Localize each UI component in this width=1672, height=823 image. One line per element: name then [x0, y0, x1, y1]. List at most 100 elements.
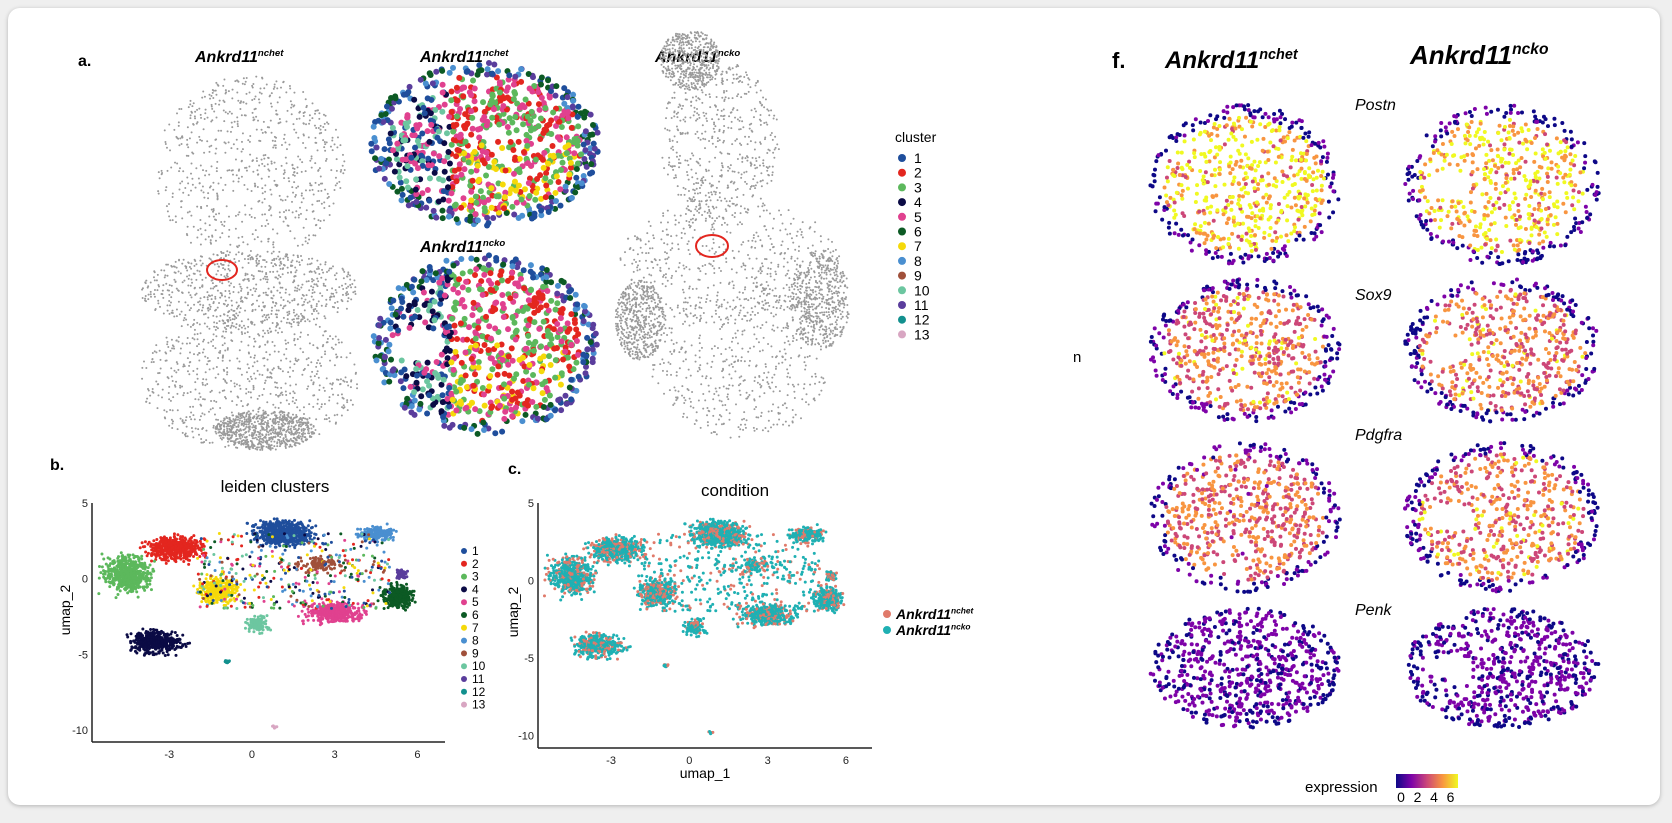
tissue-point: [283, 169, 285, 171]
tissue-point: [765, 321, 767, 323]
tissue-point: [708, 250, 710, 252]
tissue-point: [322, 139, 324, 141]
tissue-point: [214, 263, 216, 265]
tissue-point: [795, 414, 797, 416]
tissue-point: [336, 146, 338, 148]
tissue-point: [215, 138, 217, 140]
tissue-point: [326, 377, 328, 379]
tissue-point: [690, 169, 692, 171]
tissue-point: [264, 276, 266, 278]
tissue-point: [164, 141, 166, 143]
tissue-point: [283, 414, 285, 416]
tissue-point: [309, 342, 311, 344]
tissue-point: [206, 291, 208, 293]
panel-a-label: a.: [78, 53, 91, 70]
tissue-point: [200, 114, 202, 116]
tissue-point: [669, 307, 671, 309]
tissue-point: [671, 327, 673, 329]
tissue-point: [639, 268, 641, 270]
tissue-point: [197, 338, 199, 340]
tissue-point: [196, 293, 198, 295]
tissue-point: [279, 118, 281, 120]
tissue-point: [753, 326, 755, 328]
tissue-point: [742, 330, 744, 332]
tissue-point: [677, 71, 679, 73]
tissue-point: [705, 113, 707, 115]
tissue-point: [263, 357, 265, 359]
tissue-point: [633, 282, 635, 284]
tissue-point: [664, 315, 666, 317]
tissue-point: [276, 309, 278, 311]
tissue-point: [291, 430, 293, 432]
tissue-point: [794, 285, 796, 287]
tissue-point: [786, 407, 788, 409]
tissue-point: [198, 392, 200, 394]
tissue-point: [279, 265, 281, 267]
tissue-point: [793, 391, 795, 393]
tissue-point: [768, 386, 770, 388]
tissue-point: [766, 209, 768, 211]
tissue-point: [716, 55, 718, 57]
tissue-point: [170, 350, 172, 352]
tissue-point: [723, 108, 725, 110]
tissue-point: [710, 62, 712, 64]
tissue-point: [701, 180, 703, 182]
tissue-point: [662, 283, 664, 285]
tissue-point: [315, 418, 317, 420]
tissue-point: [737, 342, 739, 344]
tissue-point: [220, 425, 222, 427]
tissue-point: [735, 403, 737, 405]
tissue-point: [709, 57, 711, 59]
tissue-point: [793, 218, 795, 220]
tissue-point: [297, 186, 299, 188]
tissue-point: [332, 265, 334, 267]
tissue-point: [757, 417, 759, 419]
tissue-point: [677, 112, 679, 114]
tissue-point: [218, 182, 220, 184]
tissue-point: [720, 169, 722, 171]
tissue-point: [249, 141, 251, 143]
tissue-point: [746, 277, 748, 279]
tissue-point: [287, 314, 289, 316]
tissue-point: [679, 36, 681, 38]
tissue-point: [222, 433, 224, 435]
tissue-point: [219, 100, 221, 102]
tissue-point: [739, 312, 741, 314]
tissue-point: [708, 93, 710, 95]
tissue-point: [245, 426, 247, 428]
tissue-point: [680, 194, 682, 196]
tissue-point: [732, 355, 734, 357]
tissue-point: [313, 210, 315, 212]
tissue-point: [302, 142, 304, 144]
tissue-point: [623, 348, 625, 350]
tissue-point: [199, 304, 201, 306]
tissue-point: [719, 192, 721, 194]
tissue-point: [783, 266, 785, 268]
tissue-point: [221, 439, 223, 441]
tissue-point: [343, 277, 345, 279]
tissue-point: [726, 90, 728, 92]
tissue-point: [759, 295, 761, 297]
tissue-point: [683, 268, 685, 270]
tissue-point: [667, 280, 669, 282]
tissue-point: [766, 152, 768, 154]
tissue-point: [244, 419, 246, 421]
tissue-point: [286, 311, 288, 313]
tissue-point: [720, 415, 722, 417]
tissue-point: [718, 267, 720, 269]
tissue-point: [759, 215, 761, 217]
tissue-point: [632, 289, 634, 291]
tissue-point: [231, 126, 233, 128]
tissue-point: [770, 238, 772, 240]
tissue-point: [311, 155, 313, 157]
tissue-point: [194, 329, 196, 331]
tissue-point: [701, 80, 703, 82]
tissue-point: [705, 37, 707, 39]
tissue-point: [243, 184, 245, 186]
tissue-point: [331, 287, 333, 289]
tissue-point: [295, 358, 297, 360]
tissue-point: [268, 238, 270, 240]
tissue-point: [677, 185, 679, 187]
tissue-point: [773, 218, 775, 220]
tissue-point: [681, 385, 683, 387]
